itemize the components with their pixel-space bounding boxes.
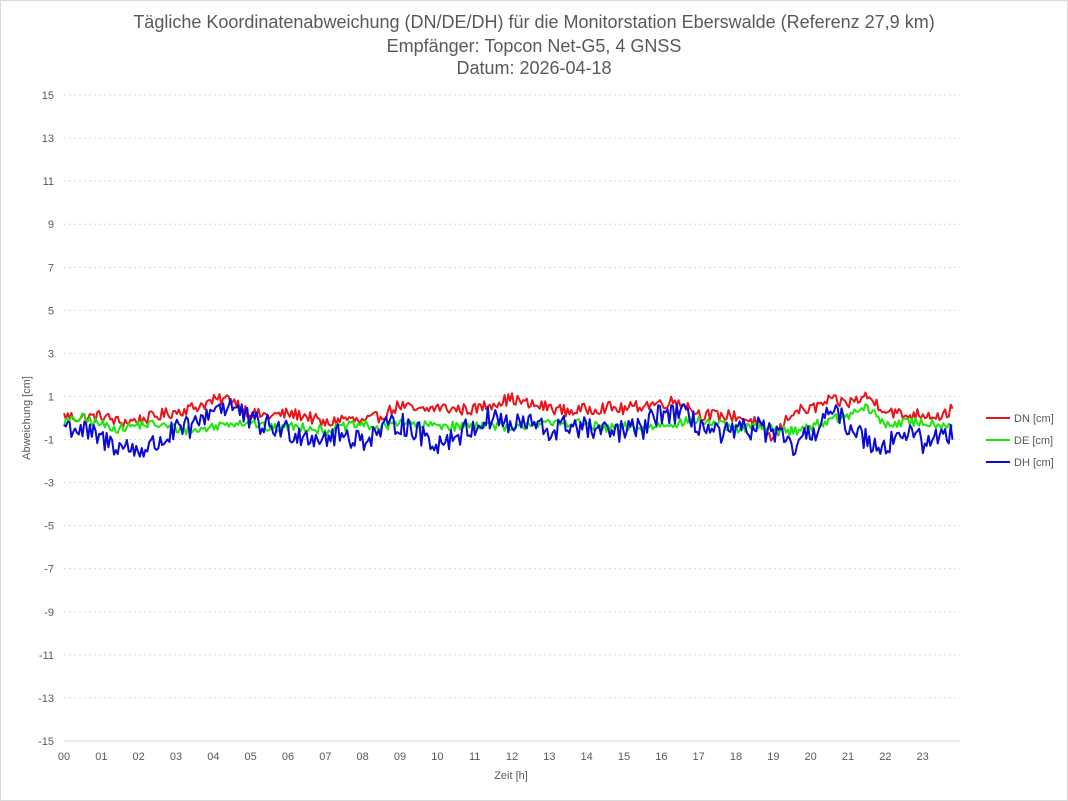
x-tick-label: 13 [543,751,555,763]
chart-title: Tägliche Koordinatenabweichung (DN/DE/DH… [133,12,934,78]
x-tick-label: 12 [506,751,518,763]
y-axis-ticks: 15 13 11 9 7 5 3 1 -1 -3 -5 -7 -9 -11 -13 -15 [38,90,54,748]
y-tick-label: -1 [44,435,54,447]
legend-label: DN [cm] [1014,413,1054,425]
x-tick-label: 04 [207,751,219,763]
x-tick-label: 09 [394,751,406,763]
grid-lines [64,94,960,742]
series-line-dn [63,391,954,442]
y-tick-label: 3 [48,348,54,360]
x-tick-label: 21 [842,751,854,763]
y-tick-label: 9 [48,219,54,231]
x-tick-label: 11 [469,751,480,763]
x-tick-label: 05 [245,751,257,763]
x-tick-label: 15 [618,751,630,763]
chart-title-line-2: Empfänger: Topcon Net-G5, 4 GNSS [387,36,682,56]
x-tick-label: 20 [805,751,817,763]
x-axis-ticks: 00 01 02 03 04 05 06 07 08 09 10 11 12 13 14 15 16 17 18 19… [58,751,929,763]
chart-title-line-1: Tägliche Koordinatenabweichung (DN/DE/DH… [133,12,934,32]
x-tick-label: 19 [767,751,779,763]
y-tick-label: 11 [43,176,54,188]
x-tick-label: 14 [581,751,593,763]
x-tick-label: 02 [133,751,145,763]
x-axis-title: Zeit [h] [494,770,528,782]
x-tick-label: 18 [730,751,742,763]
x-tick-label: 10 [431,751,443,763]
y-tick-label: -15 [38,736,54,748]
series-lines [63,391,954,458]
x-tick-label: 08 [357,751,369,763]
chart-title-line-3: Datum: 2026-04-18 [456,58,611,78]
x-tick-label: 07 [319,751,331,763]
y-tick-label: 5 [48,305,54,317]
y-tick-label: -7 [44,564,54,576]
legend-label: DE [cm] [1014,435,1053,447]
y-tick-label: 7 [48,262,54,274]
legend-label: DH [cm] [1014,457,1054,469]
y-axis-title: Abweichung [cm] [21,376,33,460]
x-tick-label: 01 [95,751,107,763]
y-tick-label: -5 [44,521,54,533]
x-tick-label: 22 [879,751,891,763]
y-tick-label: -13 [38,693,54,705]
x-tick-label: 16 [655,751,667,763]
y-tick-label: -9 [44,607,54,619]
y-tick-label: 1 [48,391,54,403]
legend: DN [cm] DE [cm] DH [cm] [986,413,1054,469]
y-tick-label: 15 [42,90,54,102]
x-tick-label: 17 [693,751,705,763]
x-tick-label: 06 [282,751,294,763]
x-tick-label: 00 [58,751,70,763]
y-tick-label: -11 [39,650,54,662]
y-tick-label: 13 [42,133,54,145]
y-tick-label: -3 [44,478,54,490]
series-line-dh [63,398,954,458]
x-tick-label: 03 [170,751,182,763]
x-tick-label: 23 [917,751,929,763]
